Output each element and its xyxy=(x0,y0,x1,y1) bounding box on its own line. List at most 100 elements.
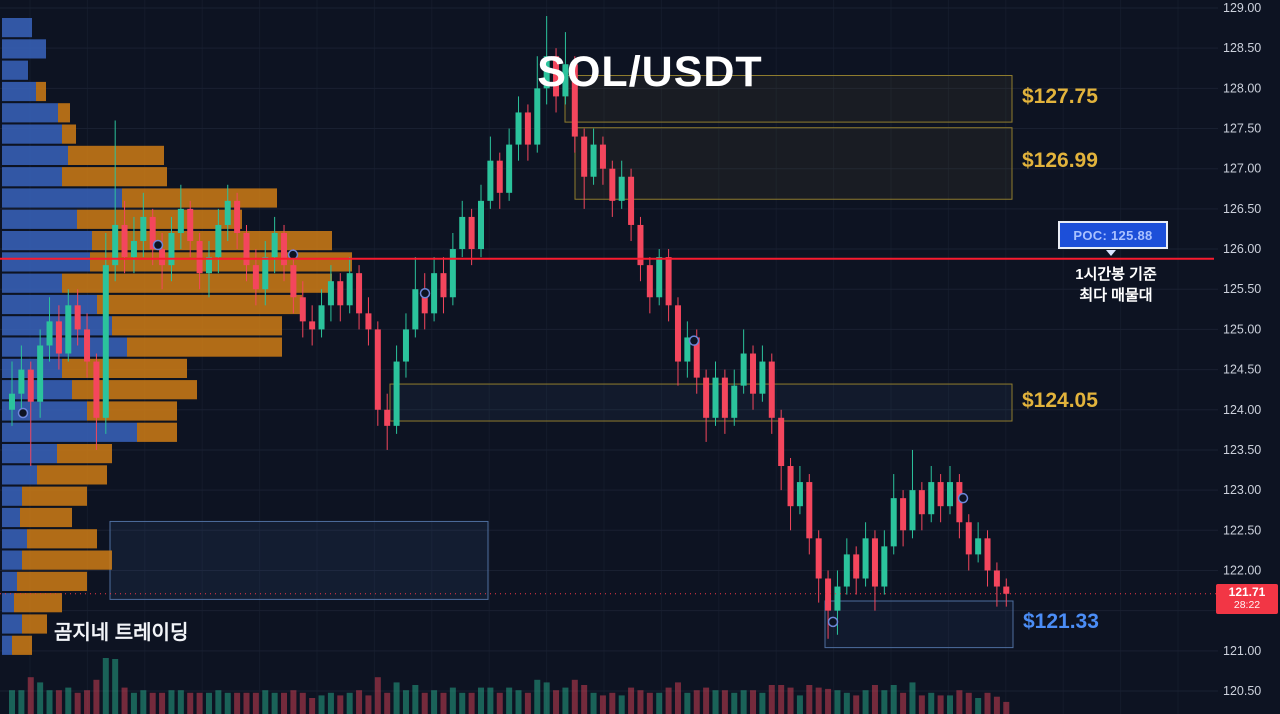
candle-body xyxy=(656,257,663,298)
volume-profile-bar-buy xyxy=(2,337,127,357)
volume-bar xyxy=(262,690,269,714)
volume-bar xyxy=(459,692,466,714)
volume-bar xyxy=(140,690,147,714)
price-axis-label[interactable]: 128.50 xyxy=(1223,41,1261,55)
volume-bar xyxy=(515,690,522,714)
candle-body xyxy=(731,385,738,418)
price-axis-label[interactable]: 125.00 xyxy=(1223,322,1261,336)
price-axis-label[interactable]: 129.00 xyxy=(1223,1,1261,15)
candle-body xyxy=(909,490,916,531)
volume-profile-bar-buy xyxy=(2,422,137,442)
candle-body xyxy=(712,377,719,418)
volume-bar xyxy=(571,679,578,714)
price-axis-label[interactable]: 127.00 xyxy=(1223,162,1261,176)
price-axis-label[interactable]: 122.50 xyxy=(1223,523,1261,537)
price-zone[interactable] xyxy=(389,383,1013,422)
volume-profile-bar-sell xyxy=(87,401,177,421)
volume-bar xyxy=(9,690,15,714)
volume-bar xyxy=(205,692,212,714)
volume-profile-bar-sell xyxy=(72,380,197,400)
volume-profile-bar-buy xyxy=(2,529,27,549)
candle-body xyxy=(37,345,44,402)
current-price: 121.71 xyxy=(1228,585,1266,599)
candle-body xyxy=(590,144,597,177)
price-axis-label[interactable]: 124.00 xyxy=(1223,403,1261,417)
volume-bar xyxy=(881,690,888,714)
price-axis-label[interactable]: 125.50 xyxy=(1223,282,1261,296)
volume-bar xyxy=(290,690,297,714)
watermark: 곰지네 트레이딩 xyxy=(54,622,189,644)
volume-profile-bar-buy xyxy=(2,486,22,506)
price-axis-label[interactable]: 126.00 xyxy=(1223,242,1261,256)
volume-profile-bar-buy xyxy=(2,39,46,59)
candle-body xyxy=(637,224,644,266)
volume-bar xyxy=(721,690,728,714)
volume-bar xyxy=(440,692,447,714)
price-axis-label[interactable]: 127.50 xyxy=(1223,122,1261,136)
candle-body xyxy=(412,289,419,330)
volume-bar xyxy=(731,692,738,714)
price-axis-label[interactable]: 126.50 xyxy=(1223,202,1261,216)
volume-bar xyxy=(299,692,306,714)
volume-profile-bar-sell xyxy=(137,422,177,442)
price-zone[interactable] xyxy=(824,600,1014,649)
candle-body xyxy=(787,466,794,507)
price-axis-label[interactable]: 120.50 xyxy=(1223,684,1261,698)
price-axis-label[interactable]: 121.00 xyxy=(1223,644,1261,658)
price-zone[interactable] xyxy=(564,74,1013,123)
volume-profile-bar-buy xyxy=(2,167,62,187)
candle-body xyxy=(918,490,925,515)
candle-body xyxy=(243,232,250,266)
candle-body xyxy=(740,353,747,386)
price-axis-label[interactable]: 123.50 xyxy=(1223,443,1261,457)
price-zone[interactable] xyxy=(574,127,1013,200)
volume-bar xyxy=(149,692,156,714)
volume-bar xyxy=(918,695,925,714)
volume-bar xyxy=(187,692,194,714)
volume-bar xyxy=(900,692,907,714)
volume-bar xyxy=(740,690,747,714)
price-axis-label[interactable]: 128.00 xyxy=(1223,81,1261,95)
candle-body xyxy=(65,305,72,354)
candle-body xyxy=(721,377,728,418)
candle-body xyxy=(834,586,841,611)
volume-bar xyxy=(468,692,475,714)
volume-bar xyxy=(871,685,878,714)
volume-bar xyxy=(402,690,409,714)
candle-body xyxy=(187,208,194,242)
candle-body xyxy=(365,313,372,330)
volume-bar xyxy=(234,692,241,714)
candle-body xyxy=(224,200,231,225)
volume-bar xyxy=(74,692,81,714)
candle-body xyxy=(431,273,438,314)
volume-bar xyxy=(478,687,484,714)
volume-bar xyxy=(787,687,794,714)
poc-label-box[interactable]: POC: 125.88 xyxy=(1058,221,1168,249)
price-axis-label[interactable]: 123.00 xyxy=(1223,483,1261,497)
current-price-badge[interactable]: 121.71 28:22 xyxy=(1216,584,1278,614)
volume-bar xyxy=(890,685,897,714)
candle-body xyxy=(177,208,184,233)
price-axis-label[interactable]: 122.00 xyxy=(1223,563,1261,577)
candle-body xyxy=(74,305,81,330)
candle-body xyxy=(515,112,522,145)
event-marker xyxy=(688,335,700,346)
candle-body xyxy=(778,417,785,467)
candle-body xyxy=(759,361,766,394)
candle-body xyxy=(337,281,344,306)
candle-body xyxy=(159,249,166,266)
volume-profile-bar-sell xyxy=(58,103,70,123)
volume-bar xyxy=(196,692,203,714)
candle-body xyxy=(684,337,691,362)
volume-bar xyxy=(130,692,137,714)
price-axis-label[interactable]: 124.50 xyxy=(1223,363,1261,377)
price-zone[interactable] xyxy=(109,520,489,600)
candle-body xyxy=(618,176,625,201)
volume-bar xyxy=(159,692,166,714)
candle-body xyxy=(309,321,316,330)
volume-profile-bar-buy xyxy=(2,60,28,80)
candle-body xyxy=(318,305,325,330)
volume-bar xyxy=(243,692,250,714)
